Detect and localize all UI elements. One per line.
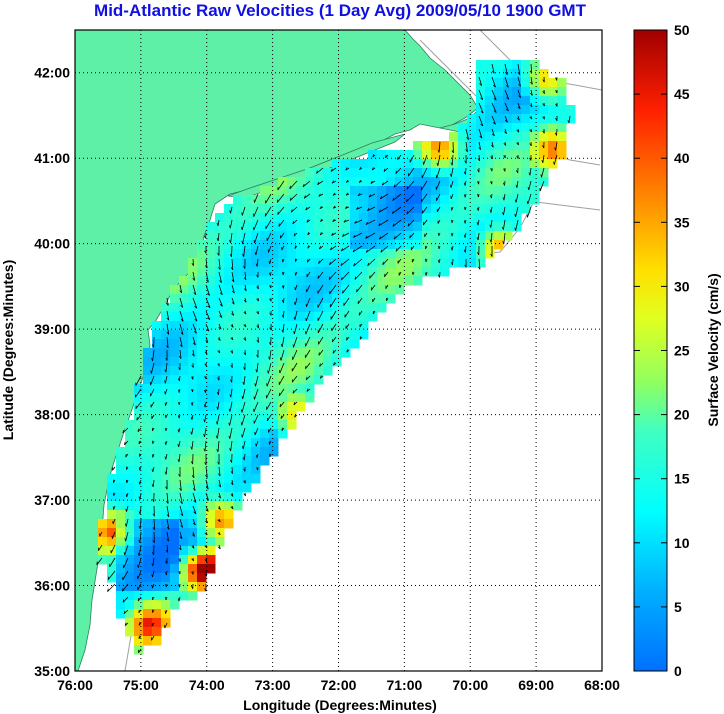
x-tick-label: 68:00	[584, 677, 620, 693]
y-tick-labels: 42:00 41:00 40:00 39:00 38:00 37:00 36:00 35:00	[34, 65, 70, 679]
x-tick-label: 72:00	[321, 677, 357, 693]
y-tick-label: 39:00	[34, 321, 70, 337]
y-tick-label: 37:00	[34, 492, 70, 508]
colorbar-tick-label: 0	[674, 663, 682, 679]
x-tick-label: 70:00	[452, 677, 488, 693]
plot-frame	[74, 29, 603, 672]
colorbar-tick-label: 40	[674, 150, 690, 166]
x-tick-label: 69:00	[518, 677, 554, 693]
colorbar-tick-label: 50	[674, 22, 690, 38]
y-tick-label: 42:00	[34, 65, 70, 81]
plot-area	[75, 30, 602, 671]
y-tick-label: 38:00	[34, 407, 70, 423]
colorbar-tick-label: 30	[674, 278, 690, 294]
colorbar-tick-label: 20	[674, 407, 690, 423]
x-tick-labels: 76:00 75:00 74:00 73:00 72:00 71:00 70:00 69:00…	[57, 677, 620, 693]
y-tick-label: 36:00	[34, 578, 70, 594]
graticule	[75, 30, 602, 671]
y-axis-label: Latitude (Degrees:Minutes)	[0, 260, 16, 440]
y-tick-label: 35:00	[34, 663, 70, 679]
colorbar-tick-label: 10	[674, 535, 690, 551]
velocity-field	[98, 60, 576, 655]
x-tick-label: 74:00	[189, 677, 225, 693]
colorbar-tick-label: 35	[674, 214, 690, 230]
colorbar-tick-label: 45	[674, 86, 690, 102]
y-tick-label: 41:00	[34, 150, 70, 166]
colorbar-label: Surface Velocity (cm/s)	[705, 273, 721, 426]
velocity-vectors	[96, 63, 571, 653]
x-tick-label: 76:00	[57, 677, 93, 693]
x-tick-label: 75:00	[123, 677, 159, 693]
x-tick-label: 73:00	[255, 677, 291, 693]
x-axis-label: Longitude (Degrees:Minutes)	[243, 697, 437, 713]
map-title: Mid-Atlantic Raw Velocities (1 Day Avg) …	[94, 1, 587, 20]
x-tick-label: 71:00	[386, 677, 422, 693]
colorbar-tick-label: 25	[674, 343, 690, 359]
colorbar-tick-label: 5	[674, 599, 682, 615]
colorbar-tick-label: 15	[674, 471, 690, 487]
y-tick-label: 40:00	[34, 236, 70, 252]
